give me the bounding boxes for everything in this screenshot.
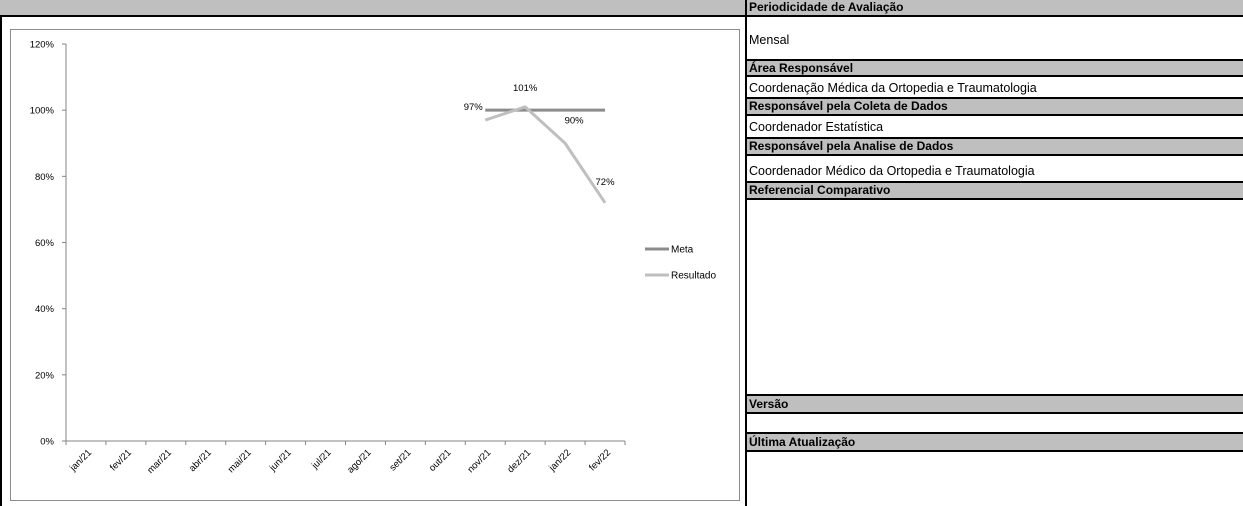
x-tick-label: ago/21 [345, 447, 373, 475]
divider-line [747, 432, 1243, 434]
y-tick-label: 120% [30, 40, 55, 51]
x-tick-label: jul/21 [309, 447, 334, 472]
y-tick-label: 100% [30, 106, 55, 117]
x-tick-label: jan/22 [546, 447, 573, 474]
divider [745, 0, 747, 506]
periodicidade-value: Mensal [747, 32, 1243, 48]
y-tick-label: 0% [40, 437, 54, 448]
versao-header: Versão [747, 396, 1243, 414]
x-tick-label: jan/21 [67, 447, 94, 474]
divider-line [747, 394, 1243, 396]
legend-label: Resultado [671, 271, 716, 282]
coleta-header: Responsável pela Coleta de Dados [747, 99, 1243, 116]
data-label: 72% [596, 177, 616, 188]
x-tick-label: nov/21 [465, 447, 493, 475]
y-tick-label: 20% [35, 370, 55, 381]
divider-line [747, 59, 1243, 61]
referencial-header: Referencial Comparativo [747, 183, 1243, 200]
analise-header: Responsável pela Analise de Dados [747, 139, 1243, 156]
data-label: 97% [464, 102, 484, 113]
y-tick-label: 80% [35, 172, 55, 183]
x-tick-label: set/21 [387, 447, 413, 473]
x-tick-label: mai/21 [226, 447, 254, 475]
y-tick-label: 40% [35, 304, 55, 315]
x-tick-label: abr/21 [187, 447, 214, 474]
x-tick-label: mar/21 [145, 447, 174, 476]
line-chart: 0% 20% 40% 60% 80% 100% 120% jan/21 fev/21 mar/21… [30, 40, 717, 477]
x-tick-label: out/21 [427, 447, 453, 473]
coleta-label: Responsável pela Coleta de Dados [749, 99, 948, 113]
x-tick-label: fev/22 [587, 447, 613, 473]
x-tick-label: jun/21 [267, 447, 294, 474]
series-line-resultado [484, 105, 607, 204]
header-strip [0, 0, 745, 17]
x-tick-label: dez/21 [505, 447, 533, 475]
area-label: Área Responsável [749, 61, 854, 75]
area-header: Área Responsável [747, 61, 1243, 77]
coleta-value: Coordenador Estatística [747, 119, 1243, 135]
divider-line [747, 97, 1243, 99]
chart-area[interactable]: 0% 20% 40% 60% 80% 100% 120% jan/21 fev/21 mar/21… [10, 29, 740, 501]
periodicidade-header: Periodicidade de Avaliação [747, 0, 1243, 17]
analise-value: Coordenador Médico da Ortopedia e Trauma… [747, 163, 1243, 179]
legend-label: Meta [671, 245, 694, 256]
atualizacao-header: Última Atualização [747, 434, 1243, 452]
versao-label: Versão [749, 397, 789, 411]
analise-label: Responsável pela Analise de Dados [749, 139, 954, 153]
data-label: 101% [513, 83, 538, 94]
referencial-label: Referencial Comparativo [749, 183, 891, 197]
area-value: Coordenação Médica da Ortopedia e Trauma… [747, 80, 1243, 96]
x-tick-label: fev/21 [108, 447, 134, 473]
y-tick-label: 60% [35, 238, 55, 249]
atualizacao-label: Última Atualização [749, 435, 856, 449]
divider-line [747, 181, 1243, 183]
data-label: 90% [565, 115, 585, 126]
periodicidade-label: Periodicidade de Avaliação [749, 0, 904, 14]
left-border [0, 15, 2, 506]
divider-line [747, 137, 1243, 139]
